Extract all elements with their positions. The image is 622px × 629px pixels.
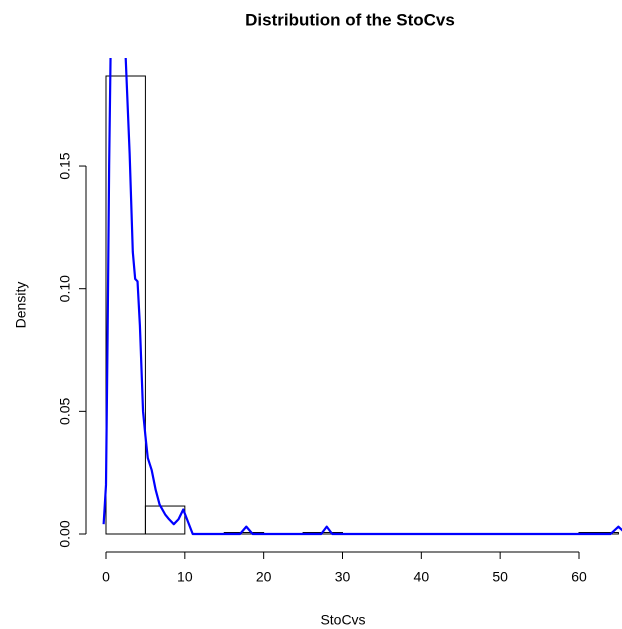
- x-axis-label: StoCvs: [320, 612, 365, 628]
- plot-area: [102, 58, 622, 536]
- y-tick-label: 0.15: [57, 152, 73, 179]
- x-tick-label: 60: [571, 569, 587, 585]
- density-line: [102, 58, 622, 536]
- x-tick-label: 0: [102, 569, 110, 585]
- x-tick-label: 10: [177, 569, 193, 585]
- x-tick-label: 30: [335, 569, 351, 585]
- y-axis-label: Density: [13, 282, 29, 329]
- histogram-bar: [144, 505, 186, 535]
- x-tick-label: 20: [256, 569, 272, 585]
- chart-title: Distribution of the StoCvs: [245, 10, 455, 29]
- x-tick-label: 50: [492, 569, 508, 585]
- y-tick-label: 0.10: [57, 275, 73, 302]
- y-tick-label: 0.00: [57, 520, 73, 547]
- y-tick-label: 0.05: [57, 398, 73, 425]
- x-tick-label: 40: [414, 569, 430, 585]
